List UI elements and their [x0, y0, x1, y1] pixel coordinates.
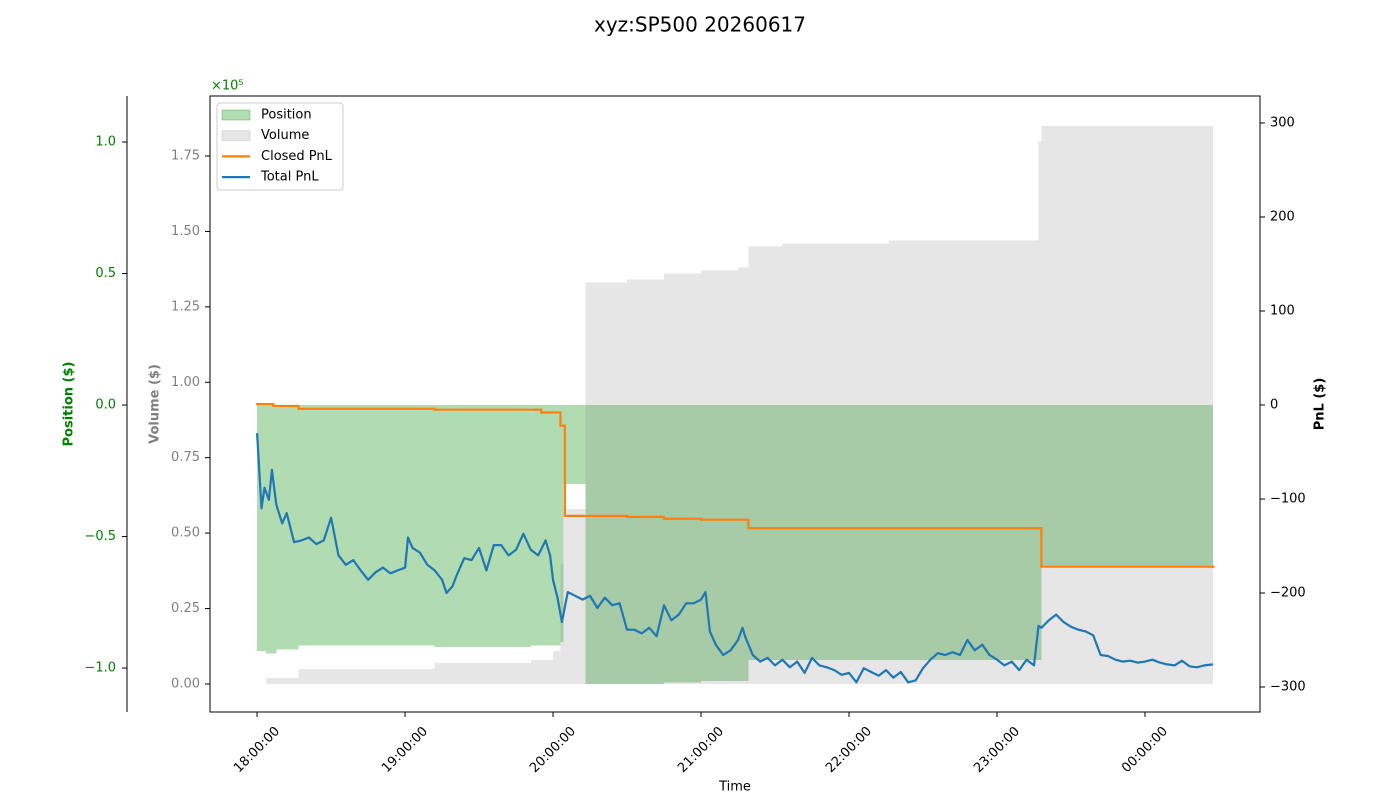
area-step: [664, 405, 702, 683]
legend-box: [216, 102, 344, 191]
x-tick-label: 00:00:00: [1119, 724, 1171, 776]
chart-title: xyz:SP500 20260617: [594, 13, 806, 37]
area-step: [276, 405, 299, 650]
area-step: [553, 650, 561, 684]
volume-tick-label: 0.00: [171, 676, 200, 691]
legend-swatch: [221, 130, 251, 142]
pnl-axis-label: PnL ($): [1313, 378, 1328, 431]
volume-tick-label: 1.50: [171, 224, 200, 239]
x-tick-label: 18:00:00: [231, 724, 283, 776]
position-offset-label: ×10⁵: [211, 79, 244, 94]
area-step: [1041, 405, 1214, 566]
x-tick-label: 20:00:00: [527, 724, 579, 776]
area-step: [888, 240, 1039, 684]
legend: Position Volume Closed PnL Total PnL: [216, 102, 344, 191]
area-step: [585, 405, 665, 684]
area-step: [1038, 140, 1042, 684]
area-step: [265, 405, 277, 654]
position-axis-label: Position ($): [62, 362, 77, 447]
area-step: [298, 668, 435, 684]
area-step: [738, 267, 749, 684]
area-step: [560, 563, 564, 684]
legend-label: Volume: [261, 128, 309, 143]
area-step: [664, 273, 702, 684]
legend-label: Closed PnL: [261, 149, 333, 164]
plot-layer: [255, 125, 1215, 684]
area-step: [265, 677, 299, 684]
legend-swatch: [221, 109, 251, 121]
x-tick-label: 19:00:00: [379, 724, 431, 776]
area-step: [585, 282, 628, 684]
volume-tick-label: 1.00: [171, 375, 200, 390]
volume-tick-label: 0.75: [171, 450, 200, 465]
x-tick-label: 23:00:00: [971, 724, 1023, 776]
legend-label: Total PnL: [260, 170, 319, 185]
area-step: [782, 243, 889, 684]
volume-tick-label: 1.75: [171, 149, 200, 164]
area-step: [563, 405, 586, 484]
area-step: [434, 662, 531, 684]
plot-frame: [209, 95, 1261, 713]
area-step: [530, 659, 554, 684]
pnl-tick-label: −100: [1270, 491, 1306, 506]
volume-tick-label: 0.25: [171, 601, 200, 616]
area-step: [257, 405, 266, 651]
area-step: [701, 270, 739, 684]
area-step: [298, 405, 435, 646]
position-tick-label: 0.0: [95, 398, 116, 413]
volume-axis-label: Volume ($): [148, 364, 163, 444]
area-step: [1041, 125, 1214, 684]
x-tick-label: 21:00:00: [675, 724, 727, 776]
pnl-line: [256, 433, 1214, 684]
position-tick-label: −1.0: [84, 661, 116, 676]
area-step: [434, 405, 531, 648]
area-step: [748, 405, 1042, 661]
pnl-tick-label: 0: [1270, 397, 1278, 412]
area-step: [748, 246, 783, 684]
volume-tick-label: 1.25: [171, 299, 200, 314]
pnl-tick-label: −200: [1270, 585, 1306, 600]
x-axis-label: Time: [718, 780, 751, 795]
position-tick-label: 0.5: [95, 266, 116, 281]
pnl-tick-label: 200: [1270, 209, 1295, 224]
legend-label: Position: [261, 108, 312, 123]
position-tick-label: −0.5: [84, 529, 116, 544]
area-step: [530, 405, 561, 646]
x-tick-label: 22:00:00: [823, 724, 875, 776]
area-step: [627, 279, 665, 684]
position-tick-label: 1.0: [95, 135, 116, 150]
pnl-tick-label: 300: [1270, 115, 1295, 130]
pnl-tick-label: 100: [1270, 303, 1295, 318]
area-step: [560, 405, 564, 642]
pnl-tick-label: −300: [1270, 679, 1306, 694]
volume-tick-label: 0.50: [171, 526, 200, 541]
